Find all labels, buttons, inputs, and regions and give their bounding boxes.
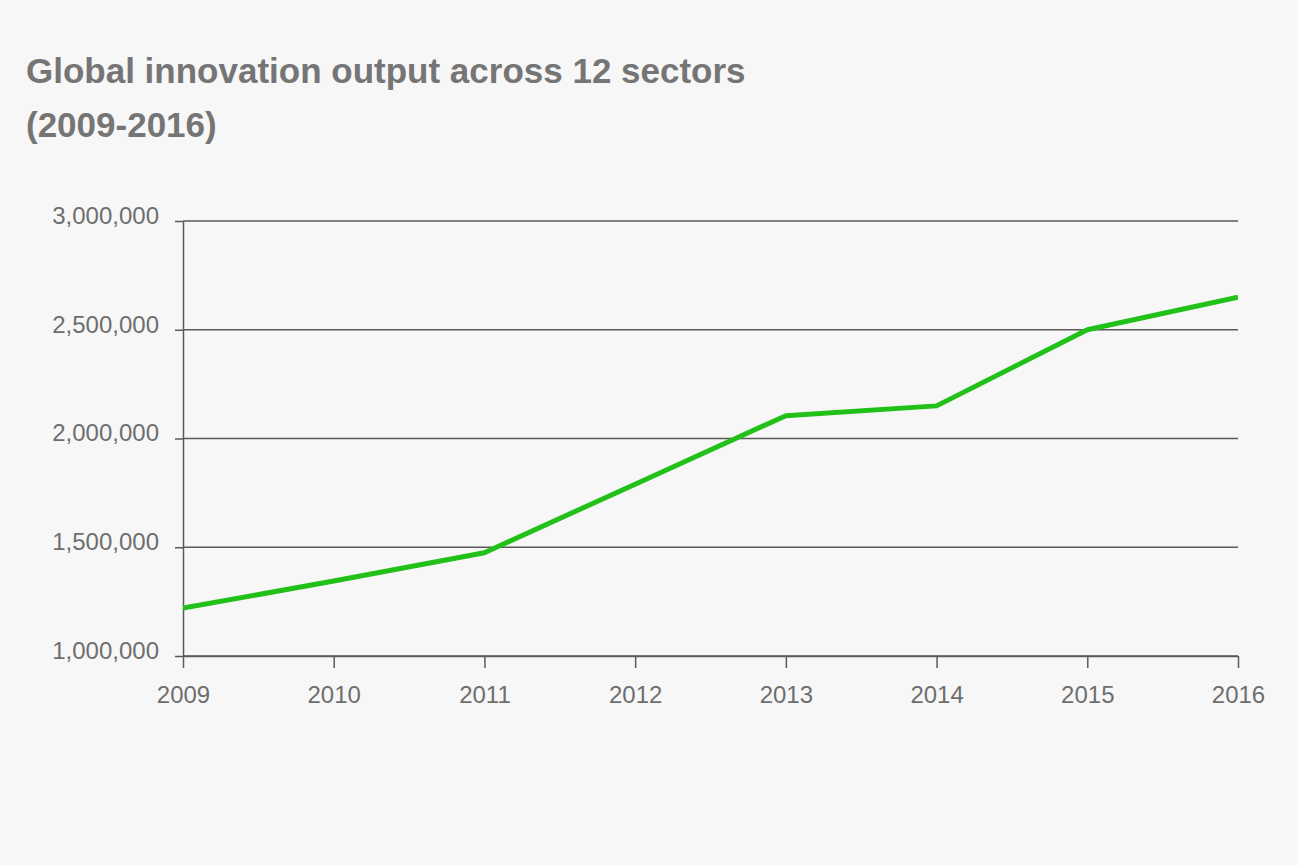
y-tick: 2,500,000 — [52, 311, 183, 338]
y-tick-label: 3,000,000 — [52, 202, 159, 229]
x-tick-mark — [1238, 656, 1240, 668]
x-tick-label: 2014 — [910, 681, 963, 708]
grid — [183, 221, 1238, 656]
x-tick: 2013 — [760, 656, 813, 708]
y-tick-label: 2,500,000 — [52, 311, 159, 338]
y-tick: 1,000,000 — [52, 637, 183, 664]
y-tick: 1,500,000 — [52, 528, 183, 555]
x-tick-label: 2013 — [760, 681, 813, 708]
x-tick-mark — [333, 656, 335, 668]
x-tick-mark — [1087, 656, 1089, 668]
line — [183, 297, 1238, 608]
grid-line — [183, 547, 1238, 549]
y-tick-mark — [175, 656, 183, 658]
x-tick-mark — [786, 656, 788, 668]
x-tick-label: 2015 — [1061, 681, 1114, 708]
y-tick-mark — [175, 330, 183, 332]
x-tick-label: 2011 — [459, 681, 511, 708]
y-tick-mark — [175, 438, 183, 440]
x-tick: 2009 — [157, 656, 210, 708]
x-axis-line — [184, 656, 1239, 658]
y-tick: 2,000,000 — [52, 419, 183, 446]
x-tick: 2014 — [910, 656, 963, 708]
x-tick: 2010 — [308, 656, 361, 708]
grid-line — [183, 329, 1238, 331]
y-tick-label: 2,000,000 — [52, 419, 159, 446]
x-tick-label: 2009 — [157, 681, 210, 708]
y-tick-label: 1,500,000 — [52, 528, 159, 555]
x-tick-mark — [484, 656, 486, 668]
x-axis: 2009 2010 2011 2012 2013 2014 2015 2016 — [157, 656, 1265, 708]
x-tick-label: 2010 — [308, 681, 361, 708]
chart: Global innovation output across 12 secto… — [0, 0, 1298, 865]
x-tick: 2015 — [1061, 656, 1114, 708]
x-tick: 2016 — [1212, 656, 1265, 708]
grid-line — [183, 220, 1238, 222]
y-tick-mark — [175, 221, 183, 223]
x-tick-mark — [936, 656, 938, 668]
x-tick-mark — [635, 656, 637, 668]
y-tick-label: 1,000,000 — [52, 637, 159, 664]
y-axis: 1,000,000 1,500,000 2,000,000 2,500,000 3,00… — [52, 202, 183, 664]
x-tick: 2011 — [459, 656, 511, 708]
grid-line — [183, 655, 1238, 657]
subtitle: (2009-2016) — [26, 105, 217, 144]
title: Global innovation output across 12 secto… — [26, 51, 746, 90]
x-tick-label: 2016 — [1212, 681, 1265, 708]
y-tick: 3,000,000 — [52, 202, 183, 229]
x-tick: 2012 — [609, 656, 662, 708]
background — [0, 0, 1298, 865]
plot-area — [183, 297, 1238, 608]
x-tick-mark — [183, 656, 185, 668]
y-tick-mark — [175, 547, 183, 549]
x-tick-label: 2012 — [609, 681, 662, 708]
grid-line — [183, 438, 1238, 440]
